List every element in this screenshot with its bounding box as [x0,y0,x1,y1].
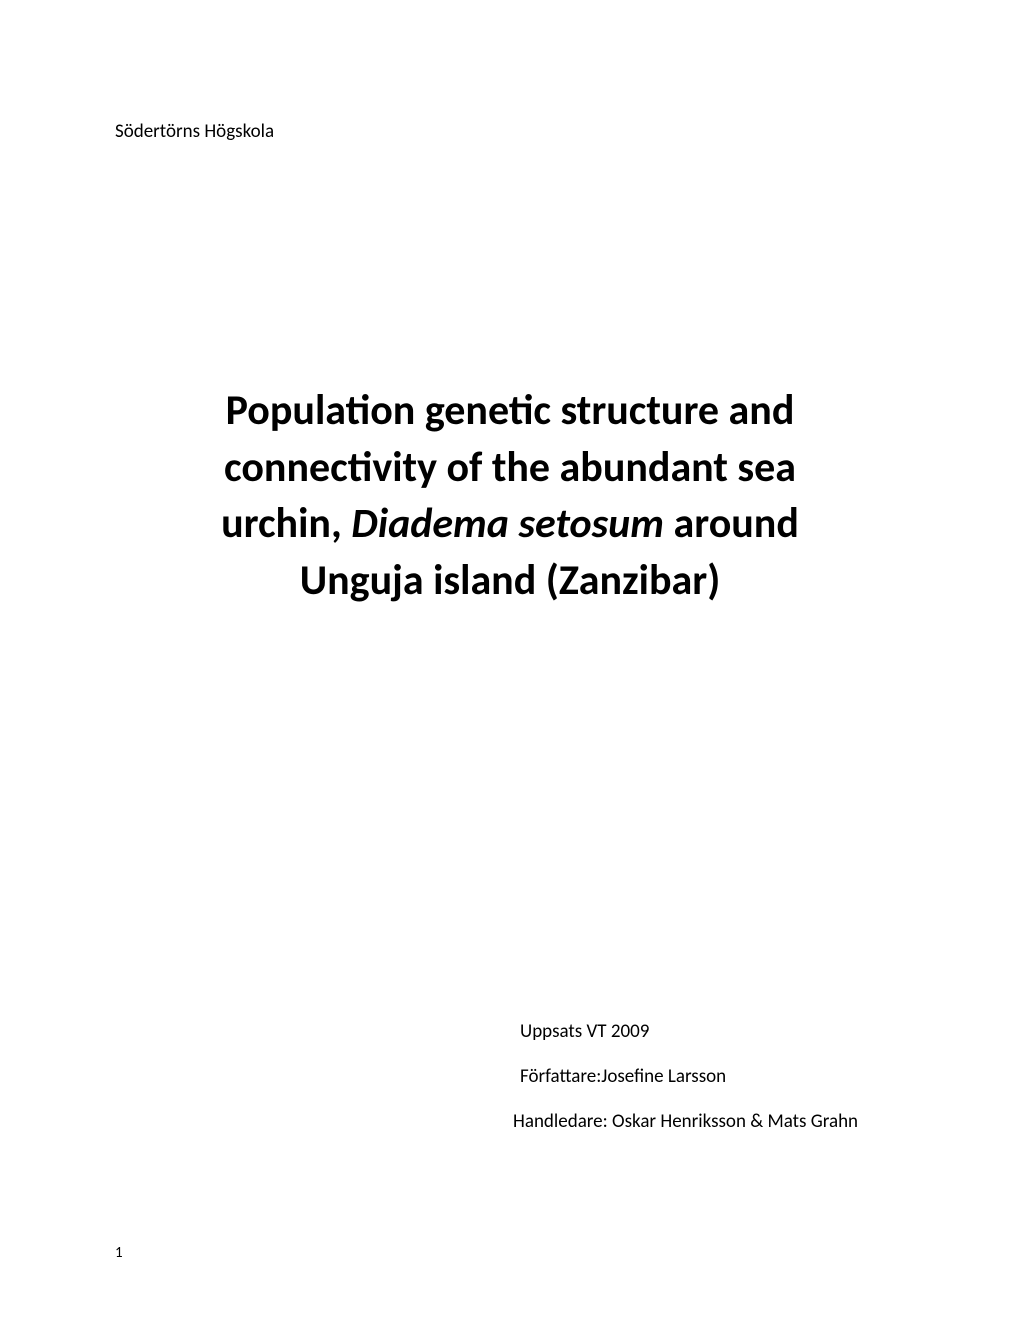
supervisor-line: Handledare: Oskar Henriksson & Mats Grah… [513,1110,858,1133]
title-line-4: Unguja island (Zanzibar) [135,553,885,610]
title-line-1: Population genetic structure and [135,383,885,440]
title-line-3-part1: urchin, [221,498,351,549]
author-line: Författare:Josefine Larsson [520,1065,858,1088]
title-line-3-part2: around [664,498,799,549]
title-line-3: urchin, Diadema setosum around [135,496,885,553]
title-species-name: Diadema setosum [351,498,664,549]
title-line-2: connectivity of the abundant sea [135,440,885,497]
institution-name: Södertörns Högskola [115,120,905,143]
essay-term: Uppsats VT 2009 [520,1020,858,1043]
page-number: 1 [115,1244,123,1262]
document-page: Södertörns Högskola Population genetic s… [0,0,1020,1320]
metadata-block: Uppsats VT 2009 Författare:Josefine Lars… [520,1020,858,1133]
title-block: Population genetic structure and connect… [115,383,905,610]
